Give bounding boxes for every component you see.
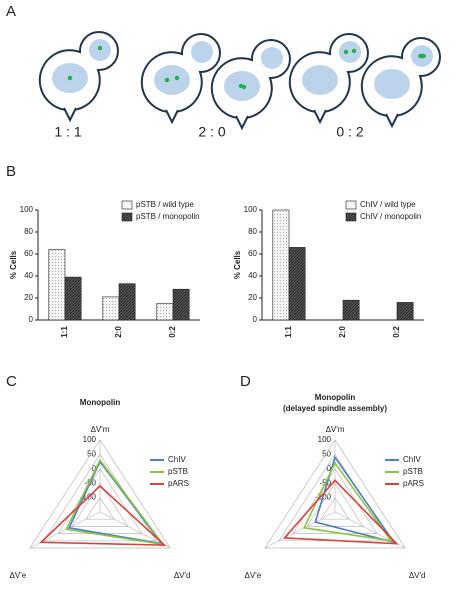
legend-label: pARS: [168, 479, 189, 488]
legend-label: ChIV / monopolin: [360, 212, 421, 221]
y-tick-label: 0: [253, 315, 258, 324]
grid-ring: [29, 439, 171, 549]
bar: [396, 302, 414, 321]
cell-pair: [140, 33, 221, 125]
panel-label: D: [240, 373, 251, 390]
legend-label: ChIV: [168, 455, 186, 464]
legend-label: pSTB / wild type: [136, 200, 194, 209]
spoke: [99, 511, 171, 549]
x-tick-label: 0:2: [392, 326, 401, 338]
legend-swatch: [345, 212, 357, 222]
ratio-label: 0 : 2: [336, 124, 363, 140]
y-tick-label: 80: [248, 227, 257, 236]
legend-swatch: [345, 200, 357, 210]
r-tick-label: 50: [87, 450, 96, 459]
bar: [118, 283, 136, 321]
y-tick-label: 40: [24, 271, 33, 280]
grid-ring: [85, 496, 115, 520]
y-tick-label: 100: [20, 205, 34, 214]
y-tick-label: 20: [24, 293, 33, 302]
y-tick-label: 60: [248, 249, 257, 258]
r-tick-label: 0: [327, 464, 332, 473]
bar: [288, 247, 306, 321]
legend-label: ChIV / wild type: [360, 200, 416, 209]
bar: [172, 288, 190, 321]
radar-line: [65, 458, 165, 546]
panel-label: C: [6, 373, 17, 390]
x-tick-label: 1:1: [284, 326, 293, 338]
radar-line: [314, 455, 396, 544]
cell-diagram: [38, 31, 441, 131]
cell-pair: [360, 37, 441, 129]
legend-label: pSTB / monopolin: [136, 212, 200, 221]
x-tick-label: 2:0: [114, 326, 123, 338]
axis-label: ΔV'm: [326, 425, 345, 434]
x-tick-label: 1:1: [60, 326, 69, 338]
cell-pair: [38, 31, 119, 123]
legend-label: ChIV: [403, 455, 421, 464]
axis-label: ΔV'e: [10, 571, 27, 580]
axis-label: ΔV'd: [174, 571, 191, 580]
legend-swatch: [121, 200, 133, 210]
bar: [342, 299, 360, 321]
y-tick-label: 100: [244, 205, 258, 214]
legend-label: pARS: [403, 479, 424, 488]
y-axis-label: % Cells: [9, 250, 18, 279]
x-tick-label: 0:2: [168, 326, 177, 338]
axis-label: ΔV'e: [245, 571, 262, 580]
legend-swatch: [121, 212, 133, 222]
spoke: [264, 511, 336, 549]
r-tick-label: 100: [83, 435, 97, 444]
grid-ring: [320, 496, 350, 520]
bar: [156, 303, 174, 321]
chart-title: Monopolin: [315, 393, 356, 402]
y-tick-label: 40: [248, 271, 257, 280]
cell-pair: [288, 33, 369, 125]
grid-ring: [264, 439, 406, 549]
legend-label: pSTB: [168, 467, 188, 476]
bar: [102, 296, 120, 321]
panel-label: B: [6, 163, 16, 180]
r-tick-label: 100: [318, 435, 332, 444]
radar-line: [39, 484, 167, 546]
radar-line: [302, 461, 393, 542]
chart-title: (delayed spindle assembly): [283, 404, 387, 413]
radar-line: [282, 479, 399, 545]
bar: [48, 249, 66, 321]
ratio-label: 1 : 1: [54, 124, 81, 140]
legend-label: pSTB: [403, 467, 423, 476]
y-tick-label: 20: [248, 293, 257, 302]
r-tick-label: 50: [322, 450, 331, 459]
cell-pair: [210, 39, 291, 131]
y-tick-label: 80: [24, 227, 33, 236]
ratio-label: 2 : 0: [198, 124, 225, 140]
y-axis-label: % Cells: [233, 250, 242, 279]
y-tick-label: 60: [24, 249, 33, 258]
chart-title: Monopolin: [80, 398, 121, 407]
r-tick-label: 0: [92, 464, 97, 473]
x-tick-label: 2:0: [338, 326, 347, 338]
bar: [64, 276, 82, 321]
grid-ring: [71, 482, 129, 527]
y-tick-label: 0: [29, 315, 34, 324]
axis-label: ΔV'm: [91, 425, 110, 434]
panel-label: A: [6, 3, 16, 20]
bar: [272, 209, 290, 321]
axis-label: ΔV'd: [409, 571, 426, 580]
